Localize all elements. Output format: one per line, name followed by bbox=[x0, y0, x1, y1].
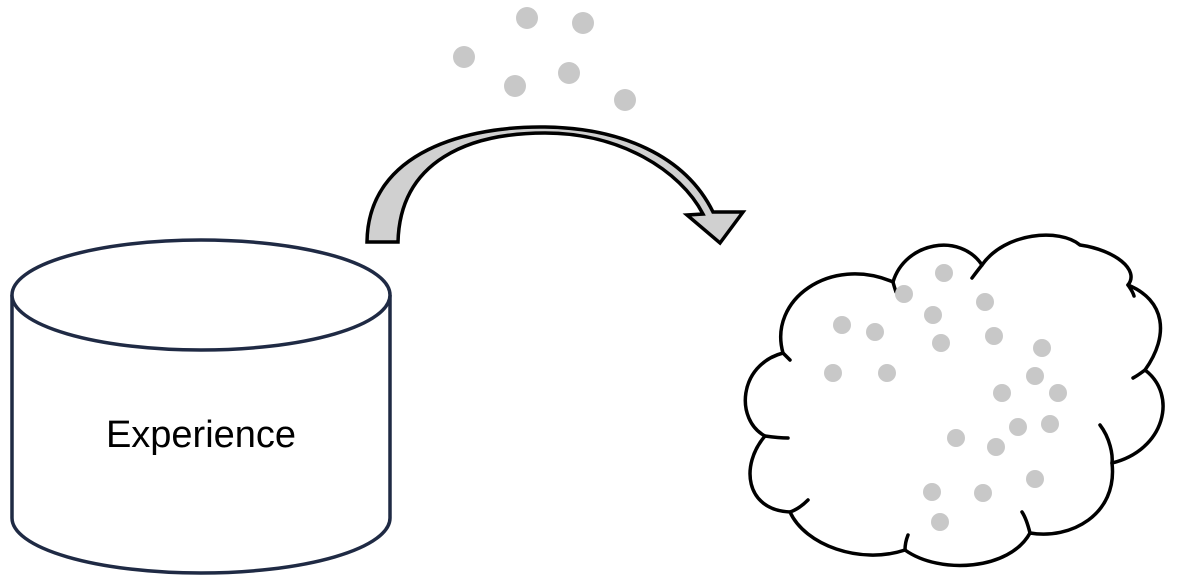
dot bbox=[976, 293, 994, 311]
dot bbox=[974, 484, 992, 502]
cloud-shape bbox=[743, 233, 1165, 568]
dot bbox=[985, 327, 1003, 345]
curved-arrow bbox=[365, 125, 747, 246]
experience-cylinder bbox=[10, 238, 392, 575]
dot bbox=[516, 7, 538, 29]
dot bbox=[1033, 339, 1051, 357]
dot bbox=[923, 483, 941, 501]
dot bbox=[1026, 367, 1044, 385]
cloud-dots bbox=[824, 264, 1067, 531]
dot bbox=[1026, 470, 1044, 488]
floating-dots bbox=[453, 7, 636, 111]
dot bbox=[993, 384, 1011, 402]
cylinder-label: Experience bbox=[105, 413, 297, 456]
dot bbox=[504, 75, 526, 97]
dot bbox=[932, 334, 950, 352]
dot bbox=[614, 89, 636, 111]
dot bbox=[866, 323, 884, 341]
dot bbox=[1049, 384, 1067, 402]
dot bbox=[558, 62, 580, 84]
cylinder-top bbox=[10, 238, 392, 352]
dot bbox=[947, 429, 965, 447]
dot bbox=[878, 364, 896, 382]
dot bbox=[833, 316, 851, 334]
dot bbox=[1009, 418, 1027, 436]
dot bbox=[987, 438, 1005, 456]
dot bbox=[572, 12, 594, 34]
dot bbox=[935, 264, 953, 282]
dot bbox=[924, 306, 942, 324]
dot bbox=[824, 364, 842, 382]
dot bbox=[453, 46, 475, 68]
dot bbox=[1041, 415, 1059, 433]
dot bbox=[895, 285, 913, 303]
cylinder-body bbox=[10, 295, 392, 575]
dot bbox=[931, 513, 949, 531]
